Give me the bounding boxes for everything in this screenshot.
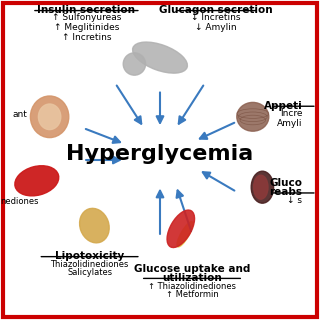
Ellipse shape <box>237 102 269 131</box>
Text: Incre: Incre <box>280 109 302 118</box>
Ellipse shape <box>253 175 268 199</box>
Ellipse shape <box>38 104 61 130</box>
Text: Glucose uptake and: Glucose uptake and <box>134 264 250 274</box>
Text: Appeti: Appeti <box>264 101 302 111</box>
Text: Glucagon secretion: Glucagon secretion <box>159 5 273 15</box>
Ellipse shape <box>80 208 109 243</box>
Text: ↓ s: ↓ s <box>287 196 302 205</box>
Text: utilization: utilization <box>162 273 222 283</box>
Text: ↑ Incretins: ↑ Incretins <box>62 33 111 42</box>
Ellipse shape <box>30 96 69 138</box>
Text: ↓ Amylin: ↓ Amylin <box>195 23 237 32</box>
Ellipse shape <box>132 42 188 73</box>
Text: ant: ant <box>13 110 28 119</box>
Text: ↑ Thiazolidinediones: ↑ Thiazolidinediones <box>148 282 236 291</box>
Text: Gluco: Gluco <box>269 178 302 188</box>
Text: nediones: nediones <box>0 197 38 206</box>
Text: ↓ Incretins: ↓ Incretins <box>191 13 241 22</box>
Ellipse shape <box>167 210 195 248</box>
Text: Thiazolidinediones: Thiazolidinediones <box>51 260 129 269</box>
Text: Lipotoxicity: Lipotoxicity <box>55 251 124 261</box>
Text: Insulin secretion: Insulin secretion <box>37 5 135 15</box>
Ellipse shape <box>15 166 59 196</box>
Text: ↑ Meglitinides: ↑ Meglitinides <box>54 23 119 32</box>
Text: Salicylates: Salicylates <box>67 268 112 277</box>
Text: ↑ Metformin: ↑ Metformin <box>166 290 218 299</box>
Ellipse shape <box>251 171 274 203</box>
Text: Hyperglycemia: Hyperglycemia <box>66 144 254 164</box>
Circle shape <box>123 53 146 75</box>
Text: reabs: reabs <box>269 187 302 197</box>
Text: ↑ Sulfonyureas: ↑ Sulfonyureas <box>52 13 121 22</box>
Text: Amyli: Amyli <box>277 119 302 128</box>
Ellipse shape <box>177 222 193 247</box>
